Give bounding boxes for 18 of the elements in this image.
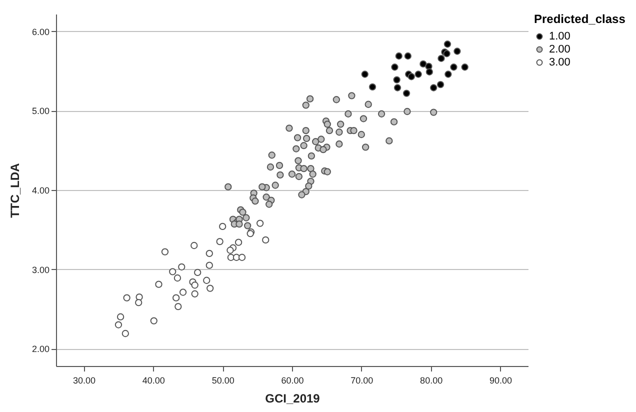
x-tick-label: 90.00 <box>489 376 512 386</box>
legend-label: 2.00 <box>549 44 570 56</box>
y-tick-label: 4.00 <box>32 186 50 196</box>
x-tick-label: 50.00 <box>212 376 234 386</box>
x-tick-label: 60.00 <box>281 376 304 386</box>
legend-label: 1.00 <box>549 30 570 42</box>
x-tick-label: 30.00 <box>73 376 96 386</box>
legend-title: Predicted_class <box>534 12 626 26</box>
legend-label: 3.00 <box>549 56 570 68</box>
y-tick-label: 6.00 <box>32 26 50 37</box>
x-tick-label: 70.00 <box>350 376 374 386</box>
y-tick-label: 5.00 <box>32 106 50 116</box>
x-tick-label: 80.00 <box>420 376 443 386</box>
y-axis-title: TTC_LDA <box>8 162 22 218</box>
x-axis-title: GCI_2019 <box>265 392 320 406</box>
x-tick-label: 40.00 <box>142 376 165 386</box>
y-tick-label: 2.00 <box>32 344 50 354</box>
y-tick-label: 3.00 <box>32 264 50 275</box>
